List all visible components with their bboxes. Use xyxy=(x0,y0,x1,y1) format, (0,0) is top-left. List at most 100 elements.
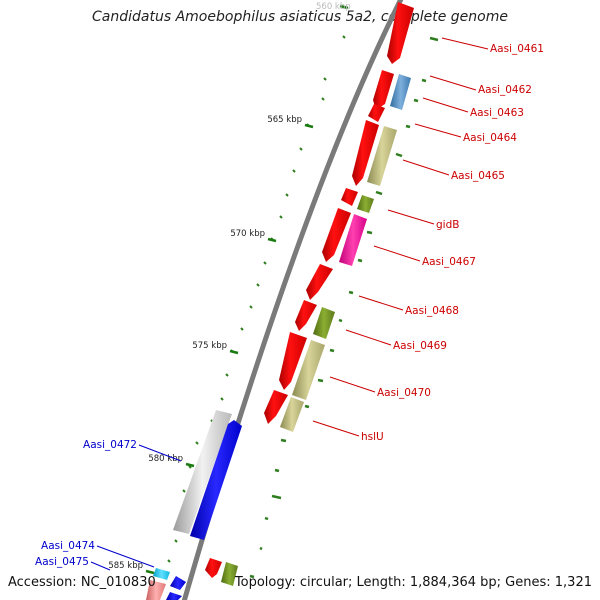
gc-skew-tick xyxy=(366,230,373,235)
ruler-label: 575 kbp xyxy=(192,341,227,351)
gc-skew-tick xyxy=(317,378,324,383)
gene-gidb-b[interactable] xyxy=(357,195,374,213)
gene-bottom-red[interactable] xyxy=(205,558,222,578)
gc-skew-tick xyxy=(329,348,335,353)
gene-label[interactable]: Aasi_0475 xyxy=(35,556,89,568)
gene-label[interactable]: Aasi_0462 xyxy=(478,84,532,96)
gene-label[interactable]: Aasi_0472 xyxy=(83,439,137,451)
gc-skew-tick xyxy=(263,261,267,265)
gc-skew-tick xyxy=(220,397,224,401)
gc-skew-tick xyxy=(342,35,346,39)
gc-skew-tick xyxy=(357,258,363,263)
gene-label[interactable]: hslU xyxy=(361,431,384,443)
gene-leader-line xyxy=(402,159,450,176)
gene-label[interactable]: Aasi_0470 xyxy=(377,387,431,399)
accession-text: Accession: NC_010830 xyxy=(8,575,156,590)
ruler-tick xyxy=(145,569,155,575)
gene-aasi-0469a[interactable] xyxy=(295,300,317,331)
gene-leader-line xyxy=(358,295,404,311)
gene-leader-line xyxy=(387,209,435,225)
gene-leader-line xyxy=(329,376,376,393)
gene-aasi-0469b[interactable] xyxy=(313,307,335,339)
gc-skew-tick xyxy=(299,147,303,151)
gene-aasi-0464[interactable] xyxy=(368,104,385,122)
gene-leader-line xyxy=(373,245,421,262)
gc-skew-tick xyxy=(405,124,411,129)
gene-label[interactable]: Aasi_0463 xyxy=(470,107,524,119)
gene-hslu-b[interactable] xyxy=(280,397,304,432)
gene-gidb[interactable] xyxy=(341,188,358,206)
gc-skew-tick xyxy=(167,559,171,563)
gene-aasi-0463[interactable] xyxy=(390,74,411,110)
gene-aasi-0461[interactable] xyxy=(387,2,414,64)
gc-skew-tick xyxy=(195,441,199,445)
gc-skew-tick xyxy=(271,494,282,500)
gc-skew-tick xyxy=(225,373,229,377)
gene-bottom-green[interactable] xyxy=(221,562,238,586)
gene-label[interactable]: Aasi_0468 xyxy=(405,305,459,317)
gene-aasi-0470a[interactable] xyxy=(279,332,307,390)
gene-label[interactable]: Aasi_0461 xyxy=(490,43,544,55)
gc-skew-tick xyxy=(304,404,310,409)
gc-skew-tick xyxy=(413,98,419,103)
gene-labels: Aasi_0461 Aasi_0462 Aasi_0463 Aasi_0464 Aasi… xyxy=(35,37,544,571)
gene-aasi-0465b[interactable] xyxy=(367,126,397,186)
gc-skew-tick xyxy=(249,574,255,579)
gene-leader-line xyxy=(414,123,462,138)
gene-leader-line xyxy=(312,420,360,437)
gene-aasi-0467a[interactable] xyxy=(322,208,351,262)
gene-aasi-0472-blue[interactable] xyxy=(190,420,242,540)
gc-skew-tick xyxy=(274,468,280,473)
gene-leader-line xyxy=(429,75,477,91)
ruler-tick xyxy=(339,4,349,10)
gc-skew-tick xyxy=(264,516,269,521)
gc-skew-tick xyxy=(375,190,383,196)
ruler-tick xyxy=(185,462,195,468)
gene-aasi-0475-blue[interactable] xyxy=(166,592,182,600)
gene-aasi-0475[interactable] xyxy=(146,580,166,600)
gene-aasi-0474-blue[interactable] xyxy=(170,576,186,590)
ruler-label: 580 kbp xyxy=(148,454,183,464)
gene-aasi-0470b[interactable] xyxy=(292,340,325,400)
ruler-label: 570 kbp xyxy=(230,229,265,239)
gene-aasi-0474[interactable] xyxy=(153,568,170,580)
gc-skew-tick xyxy=(429,36,439,42)
gene-aasi-0465a[interactable] xyxy=(352,120,379,186)
gene-label[interactable]: Aasi_0465 xyxy=(451,170,505,182)
gc-skew-tick xyxy=(395,152,403,158)
gc-skew-tick xyxy=(182,489,186,493)
ruler-label: 565 kbp xyxy=(267,115,302,125)
gc-skew-tick xyxy=(188,465,192,469)
gene-aasi-0467b[interactable] xyxy=(339,214,367,266)
gene-leader-line xyxy=(138,444,182,462)
forward-strand-genes xyxy=(205,2,414,586)
gc-skew-tick xyxy=(421,78,427,83)
ruler-label: 560 kbp xyxy=(316,2,351,12)
gene-label[interactable]: Aasi_0469 xyxy=(393,340,447,352)
gc-skew-tick xyxy=(338,318,343,323)
ruler: 560 kbp 565 kbp 570 kbp 575 kbp 580 kbp 585 k… xyxy=(108,2,351,575)
gene-aasi-0472-grey[interactable] xyxy=(173,410,232,534)
topology-text: Topology: circular; Length: 1,884,364 bp… xyxy=(234,575,592,590)
gene-label[interactable]: gidB xyxy=(436,219,459,231)
gc-skew-tick xyxy=(292,169,296,173)
gc-skew-tick xyxy=(285,193,289,197)
gene-label[interactable]: Aasi_0467 xyxy=(422,256,476,268)
gene-label[interactable]: Aasi_0474 xyxy=(41,540,95,552)
gene-leader-line xyxy=(90,561,111,571)
gc-skew-tick xyxy=(259,546,263,551)
gene-hslu-a[interactable] xyxy=(264,390,288,424)
gc-skew-tick xyxy=(249,305,253,309)
gene-aasi-0462[interactable] xyxy=(373,70,394,110)
gene-leader-line xyxy=(96,545,155,568)
gc-skew-tick xyxy=(321,97,325,101)
ruler-tick xyxy=(267,237,277,243)
ruler-tick xyxy=(304,123,314,129)
reverse-strand-genes xyxy=(146,410,242,600)
gc-skew-tick xyxy=(323,77,327,81)
gc-skew-tick xyxy=(256,283,260,287)
gene-aasi-0468[interactable] xyxy=(306,264,333,300)
gene-leader-line xyxy=(441,37,489,50)
gene-label[interactable]: Aasi_0464 xyxy=(463,132,517,144)
gc-skew-tick xyxy=(174,539,178,543)
